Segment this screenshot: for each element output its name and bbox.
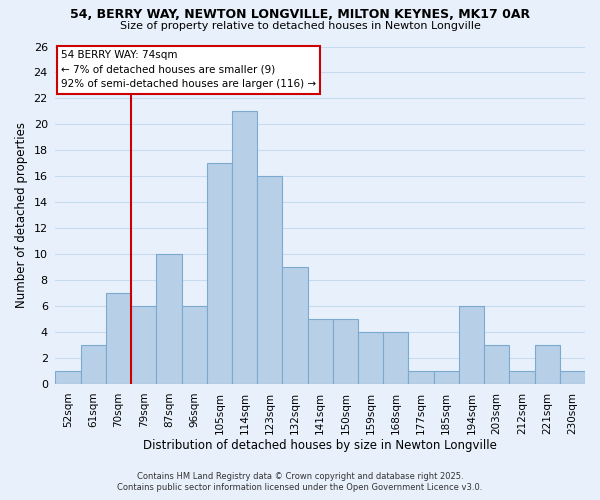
Bar bbox=[182, 306, 207, 384]
Bar bbox=[459, 306, 484, 384]
Bar bbox=[157, 254, 182, 384]
Text: Contains HM Land Registry data © Crown copyright and database right 2025.
Contai: Contains HM Land Registry data © Crown c… bbox=[118, 472, 482, 492]
X-axis label: Distribution of detached houses by size in Newton Longville: Distribution of detached houses by size … bbox=[143, 440, 497, 452]
Text: 54, BERRY WAY, NEWTON LONGVILLE, MILTON KEYNES, MK17 0AR: 54, BERRY WAY, NEWTON LONGVILLE, MILTON … bbox=[70, 8, 530, 20]
Text: 54 BERRY WAY: 74sqm
← 7% of detached houses are smaller (9)
92% of semi-detached: 54 BERRY WAY: 74sqm ← 7% of detached hou… bbox=[61, 50, 316, 90]
Bar bbox=[232, 112, 257, 384]
Bar bbox=[434, 371, 459, 384]
Bar bbox=[106, 294, 131, 384]
Y-axis label: Number of detached properties: Number of detached properties bbox=[15, 122, 28, 308]
Text: Size of property relative to detached houses in Newton Longville: Size of property relative to detached ho… bbox=[119, 21, 481, 31]
Bar bbox=[80, 345, 106, 384]
Bar bbox=[333, 319, 358, 384]
Bar bbox=[207, 164, 232, 384]
Bar bbox=[535, 345, 560, 384]
Bar bbox=[358, 332, 383, 384]
Bar bbox=[560, 371, 585, 384]
Bar bbox=[308, 319, 333, 384]
Bar bbox=[484, 345, 509, 384]
Bar bbox=[283, 268, 308, 384]
Bar bbox=[55, 371, 80, 384]
Bar bbox=[409, 371, 434, 384]
Bar bbox=[383, 332, 409, 384]
Bar bbox=[131, 306, 157, 384]
Bar bbox=[257, 176, 283, 384]
Bar bbox=[509, 371, 535, 384]
